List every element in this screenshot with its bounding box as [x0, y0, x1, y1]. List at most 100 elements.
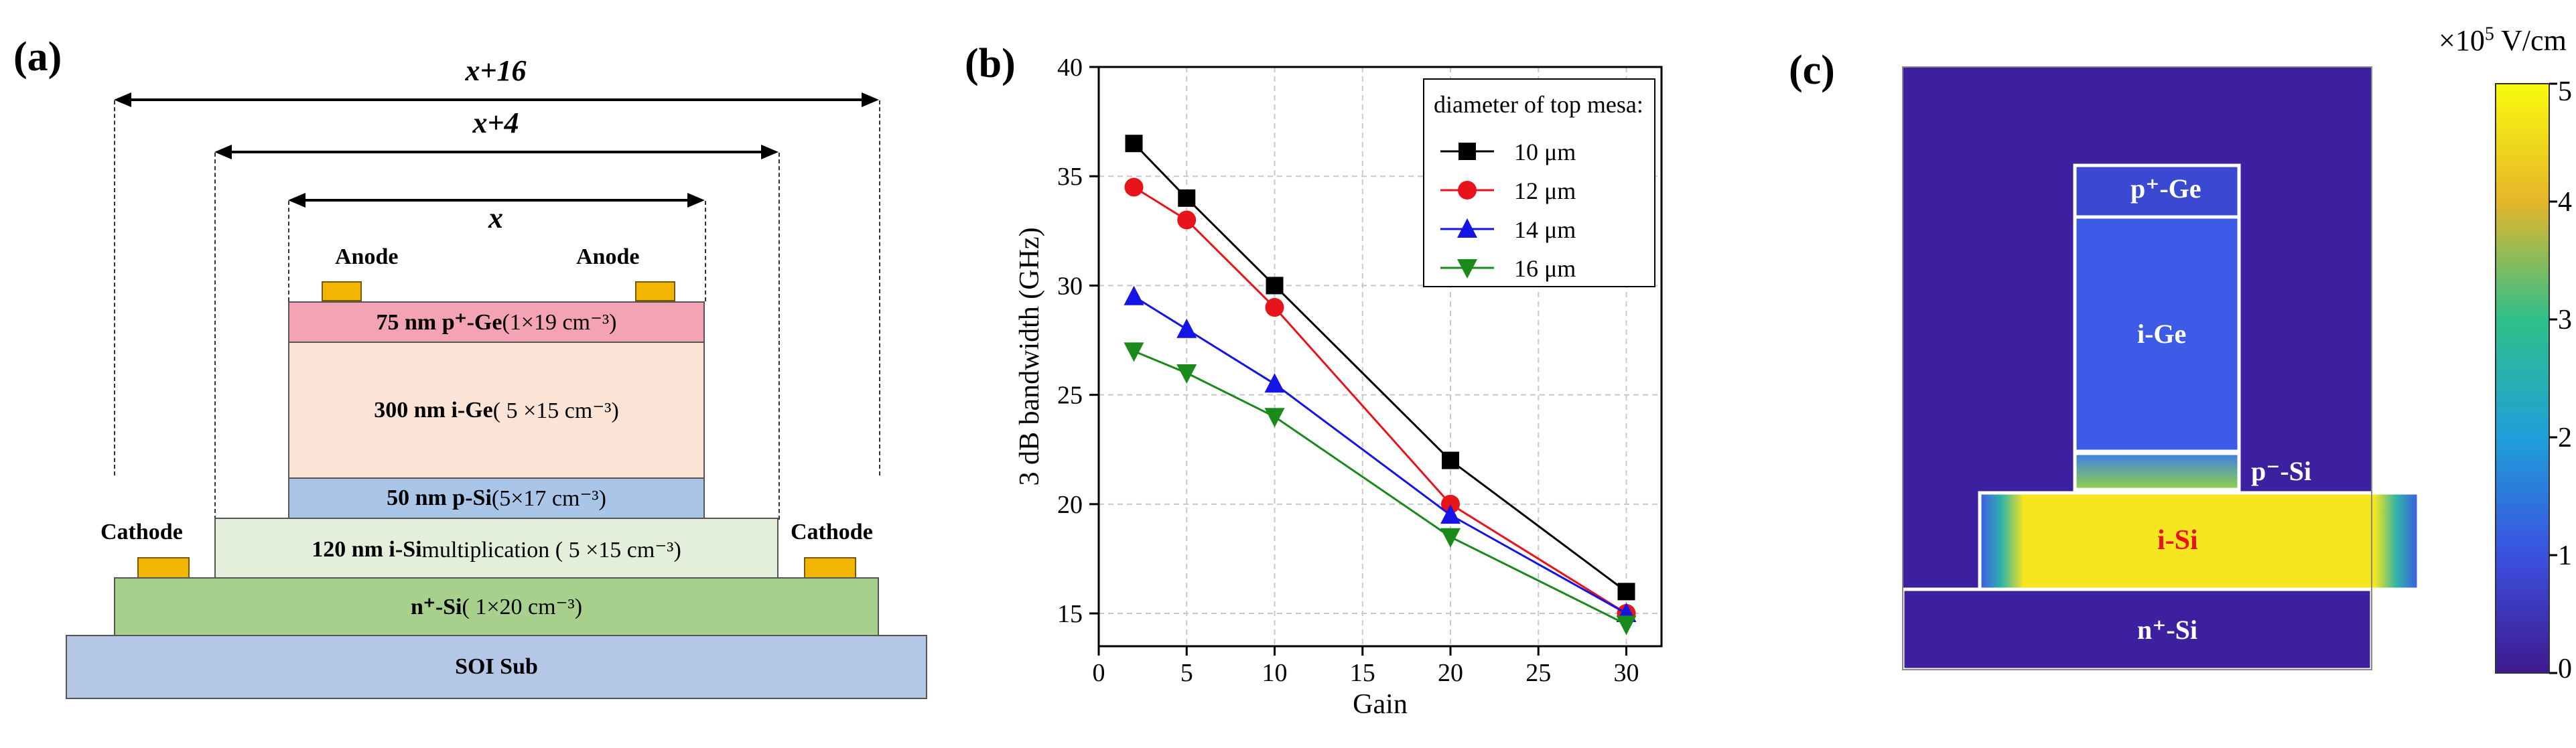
anode-left-label: Anode — [335, 244, 399, 269]
layer-p-ge: 75 nm p⁺-Ge (1×19 cm⁻³) — [288, 301, 705, 343]
colorbar-tick-label: 2 — [2558, 423, 2572, 453]
layer-i-si-name: 120 nm i-Si — [312, 537, 422, 562]
dim-guide-inner-left — [288, 201, 289, 301]
dim-line-inner — [306, 199, 687, 202]
region-n-si-label: n⁺-Si — [2137, 615, 2198, 645]
data-point — [1440, 504, 1461, 524]
data-point — [1178, 189, 1196, 207]
legend-entry: 12 μm — [1514, 177, 1576, 204]
layer-n-si: n⁺-Si ( 1×20 cm⁻³) — [114, 577, 879, 636]
legend-marker — [1458, 181, 1477, 200]
unit-exponent: 5 — [2484, 23, 2494, 45]
cathode-right-contact — [804, 557, 856, 579]
layer-p-si-name: 50 nm p-Si — [387, 485, 492, 510]
colorbar-ticks: 0 1 2 3 4 5 — [2549, 76, 2572, 684]
y-tick-label: 30 — [1057, 272, 1083, 300]
colorbar-tick-label: 3 — [2558, 305, 2572, 335]
colorbar-tick-label: 0 — [2558, 654, 2572, 684]
series-1 — [1124, 177, 1636, 623]
y-tick-label: 20 — [1057, 491, 1083, 519]
x-axis-label: Gain — [1353, 689, 1408, 720]
dim-arrow-left-icon — [288, 193, 306, 208]
unit-prefix: ×10 — [2439, 24, 2485, 57]
y-tick-label: 40 — [1057, 54, 1083, 82]
colorbar — [2495, 83, 2550, 674]
dim-arrow-right-icon — [687, 193, 705, 208]
panel-a-device-schematic: (a) x+16 x+4 x Anode Anode 75 nm p⁺-Ge (… — [0, 0, 951, 748]
panel-c-field-map: (c) ×105 V/cm — [1769, 0, 2576, 748]
layer-p-ge-doping: (1×19 cm⁻³) — [502, 310, 617, 335]
anode-right-contact — [635, 281, 675, 301]
y-axis-label: 3 dB bandwidth (GHz) — [1014, 227, 1045, 485]
layer-i-ge-doping: ( 5 ×15 cm⁻³) — [492, 398, 619, 423]
dim-label-outer: x+16 — [465, 54, 527, 87]
colorbar-tick-label: 1 — [2558, 540, 2572, 571]
x-tick-label: 25 — [1526, 659, 1551, 687]
bandwidth-chart: 0 5 10 15 20 25 30 15 20 25 30 35 40 Gain 3 dB bandwid… — [1014, 54, 1663, 720]
legend-marker — [1459, 143, 1476, 160]
x-tick-label: 10 — [1262, 659, 1288, 687]
series-line — [1133, 295, 1627, 615]
cathode-left-label: Cathode — [100, 520, 183, 544]
data-point — [1124, 285, 1144, 305]
layer-n-si-name: n⁺-Si — [410, 595, 462, 619]
anode-left-contact — [322, 281, 362, 301]
data-point — [1125, 135, 1143, 153]
field-frame — [1902, 66, 2372, 670]
data-point — [1264, 408, 1285, 428]
dim-arrow-left-icon — [114, 92, 131, 107]
region-p-si-label: p⁻-Si — [2251, 456, 2312, 486]
data-point — [1176, 364, 1197, 384]
dim-arrow-right-icon — [761, 145, 778, 159]
layer-i-si-doping: multiplication ( 5 ×15 cm⁻³) — [421, 538, 681, 563]
legend-marker — [1457, 259, 1477, 279]
data-point — [1265, 298, 1284, 317]
series-3 — [1124, 342, 1637, 635]
x-tick-label: 30 — [1614, 659, 1639, 687]
x-tick-label: 15 — [1350, 659, 1375, 687]
series-line — [1133, 350, 1627, 625]
dim-label-middle: x+4 — [472, 106, 519, 139]
region-i-ge-label: i-Ge — [2137, 319, 2187, 349]
x-tick-label: 0 — [1093, 659, 1105, 687]
dim-line-outer — [131, 98, 862, 101]
plot-frame — [1097, 66, 1663, 648]
layer-p-si-doping: (5×17 cm⁻³) — [491, 486, 606, 511]
colorbar-tick-label: 4 — [2558, 187, 2572, 218]
legend-entry: 14 μm — [1514, 216, 1576, 243]
y-tick-label: 25 — [1057, 382, 1083, 410]
layer-n-si-doping: ( 1×20 cm⁻³) — [462, 595, 583, 619]
y-tick-label: 35 — [1057, 163, 1083, 191]
data-point — [1441, 494, 1460, 514]
legend-entry: 16 μm — [1514, 255, 1576, 282]
region-p-ge — [2073, 163, 2241, 221]
data-point — [1442, 451, 1459, 469]
data-point — [1124, 177, 1144, 197]
region-p-ge-label: p⁺-Ge — [2130, 173, 2201, 204]
cathode-left-contact — [137, 557, 190, 579]
series-0 — [1125, 135, 1635, 601]
field-map-svg: 0 1 2 3 4 5 — [1901, 66, 2572, 684]
panel-b-label: (b) — [965, 41, 1016, 86]
data-point — [1177, 210, 1197, 230]
anode-right-label: Anode — [576, 244, 640, 269]
unit-suffix: V/cm — [2494, 24, 2567, 57]
dim-arrow-right-icon — [862, 92, 879, 107]
region-i-si — [1978, 491, 2421, 591]
colorbar-tick-label: 5 — [2558, 76, 2572, 107]
data-point — [1266, 277, 1284, 295]
series-2 — [1124, 285, 1637, 623]
region-p-si — [2073, 451, 2241, 492]
layer-soi-sub-name: SOI Sub — [455, 654, 538, 679]
dim-guide-inner-right — [705, 201, 706, 301]
x-tick-label: 20 — [1438, 659, 1463, 687]
layer-i-ge: 300 nm i-Ge ( 5 ×15 cm⁻³) — [288, 342, 705, 479]
panel-b-chart: (b) 0 5 10 15 20 25 30 15 20 25 30 35 40 Gain 3 dB ban… — [965, 0, 1755, 748]
dim-guide-middle-left — [214, 153, 216, 520]
panel-c-label: (c) — [1789, 48, 1835, 93]
layer-p-ge-name: 75 nm p⁺-Ge — [376, 310, 502, 335]
region-i-si-label: i-Si — [2157, 525, 2198, 556]
layer-soi-sub: SOI Sub — [66, 635, 927, 699]
legend-entry: 10 μm — [1514, 139, 1576, 165]
region-i-ge — [2073, 215, 2241, 453]
